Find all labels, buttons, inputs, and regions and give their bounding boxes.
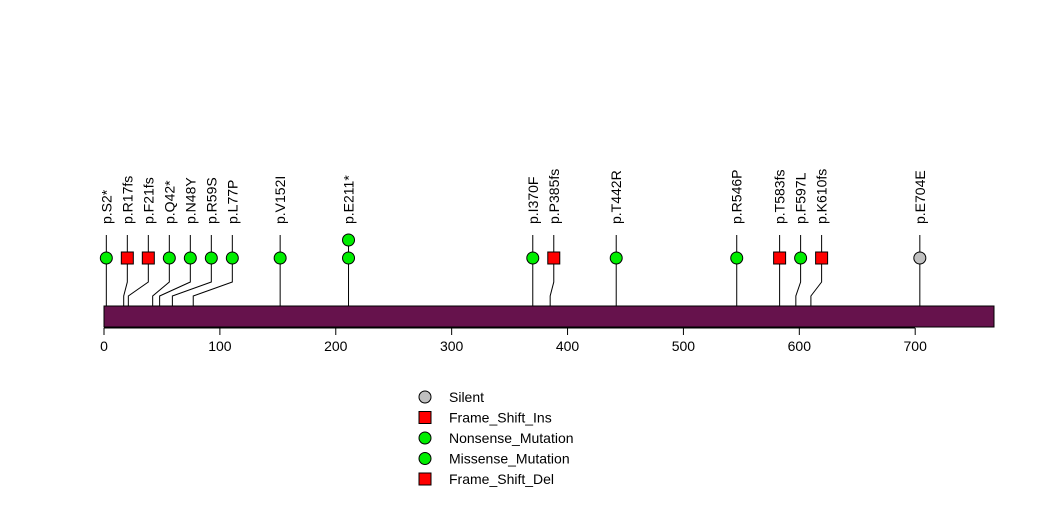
mutation-stem <box>123 258 128 306</box>
mutation-stem <box>549 258 555 306</box>
protein-bar <box>103 305 995 328</box>
x-tick-label: 0 <box>100 338 108 354</box>
mutation-marker <box>815 251 829 265</box>
mutation-stem <box>171 258 212 306</box>
mutation-marker <box>609 251 623 265</box>
mutation-stems <box>105 235 921 306</box>
mutation-label: p.E211* <box>341 175 357 224</box>
legend-label: Frame_Shift_Ins <box>449 410 552 426</box>
mutation-label: p.K610fs <box>814 169 830 224</box>
mutation-marker <box>99 251 113 265</box>
mutation-marker <box>162 251 176 265</box>
x-tick-label: 200 <box>324 338 348 354</box>
x-tick-label: 400 <box>556 338 580 354</box>
mutation-marker <box>526 251 540 265</box>
mutation-label: p.P385fs <box>546 169 562 224</box>
legend-label: Missense_Mutation <box>449 451 570 467</box>
mutation-label: p.L77P <box>224 180 240 224</box>
mutation-label: p.I370F <box>525 177 541 224</box>
mutation-label: p.S2* <box>98 189 114 224</box>
protein-bar-group <box>103 305 995 328</box>
mutation-marker <box>225 251 239 265</box>
x-tick-label: 500 <box>672 338 696 354</box>
mutation-markers <box>99 233 927 265</box>
mutation-marker <box>273 251 287 265</box>
mutation-marker <box>547 251 561 265</box>
mutation-marker <box>794 251 808 265</box>
mutation-label: p.T442R <box>608 170 624 224</box>
legend-marker <box>418 452 432 465</box>
mutation-label: p.R59S <box>203 177 219 224</box>
legend-marker <box>418 431 432 445</box>
mutation-marker <box>183 251 197 265</box>
mutation-marker <box>913 251 927 265</box>
mutation-stem <box>192 258 233 306</box>
x-tick-label: 300 <box>440 338 464 354</box>
legend: Silent Frame_Shift_Ins Nonsense_Mutation Mi… <box>418 389 574 487</box>
mutation-label: p.F597L <box>793 172 809 224</box>
x-axis: 0 100 200 300 400 500 600 700 <box>100 327 928 354</box>
mutation-label: p.E704E <box>912 170 928 224</box>
mutation-stem <box>795 258 802 306</box>
x-tick-label: 100 <box>208 338 232 354</box>
mutation-stem <box>810 258 823 306</box>
legend-label: Silent <box>449 389 484 405</box>
mutation-stem <box>159 258 191 306</box>
legend-label: Nonsense_Mutation <box>449 430 574 446</box>
legend-marker <box>418 411 432 424</box>
mutation-labels: p.S2* p.R17fs p.F21fs p.Q42* p.N48Y p.R59S p.L… <box>98 169 928 224</box>
legend-marker <box>418 390 432 404</box>
mutation-label: p.T583fs <box>772 170 788 224</box>
mutation-marker <box>730 251 744 265</box>
mutation-stem <box>127 258 149 306</box>
mutation-label: p.F21fs <box>140 177 156 224</box>
x-tick-label: 700 <box>904 338 928 354</box>
mutation-marker <box>120 251 134 265</box>
mutation-marker <box>773 251 787 265</box>
mutation-label: p.Q42* <box>161 180 177 224</box>
mutation-stem <box>152 258 170 306</box>
mutation-marker <box>204 251 218 265</box>
legend-label: Frame_Shift_Del <box>449 471 554 487</box>
legend-marker <box>418 472 432 486</box>
mutation-marker <box>342 251 356 265</box>
x-tick-label: 600 <box>788 338 812 354</box>
mutation-label: p.V152I <box>272 176 288 224</box>
mutation-marker <box>342 233 356 247</box>
mutation-label: p.R546P <box>729 170 745 224</box>
mutation-marker <box>141 251 155 265</box>
mutation-label: p.R17fs <box>119 176 135 224</box>
mutation-label: p.N48Y <box>182 177 198 224</box>
